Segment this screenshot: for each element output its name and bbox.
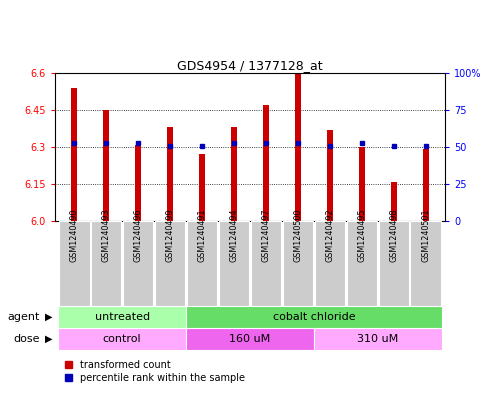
- Text: GSM1240495: GSM1240495: [357, 208, 367, 262]
- Text: GSM1240496: GSM1240496: [134, 208, 142, 262]
- Bar: [59, 221, 89, 306]
- Bar: [58, 306, 186, 328]
- Bar: [423, 149, 429, 221]
- Text: GSM1240498: GSM1240498: [389, 208, 398, 262]
- Bar: [186, 328, 314, 350]
- Legend: transformed count, percentile rank within the sample: transformed count, percentile rank withi…: [65, 360, 245, 383]
- Text: GSM1240493: GSM1240493: [101, 208, 111, 262]
- Text: GSM1240491: GSM1240491: [198, 208, 207, 262]
- Text: ▶: ▶: [45, 312, 53, 322]
- Text: GSM1240497: GSM1240497: [261, 208, 270, 262]
- Bar: [231, 127, 237, 221]
- Text: agent: agent: [8, 312, 40, 322]
- Bar: [314, 221, 345, 306]
- Text: ▶: ▶: [45, 334, 53, 344]
- Bar: [135, 145, 141, 221]
- Bar: [359, 147, 365, 221]
- Bar: [295, 73, 301, 221]
- Bar: [314, 328, 442, 350]
- Bar: [379, 221, 409, 306]
- Bar: [346, 221, 377, 306]
- Bar: [263, 105, 269, 221]
- Bar: [391, 182, 397, 221]
- Text: GSM1240501: GSM1240501: [421, 208, 430, 262]
- Text: control: control: [103, 334, 142, 344]
- Bar: [167, 127, 173, 221]
- Text: 160 uM: 160 uM: [229, 334, 270, 344]
- Bar: [155, 221, 185, 306]
- Text: GSM1240492: GSM1240492: [326, 208, 334, 262]
- Bar: [123, 221, 154, 306]
- Title: GDS4954 / 1377128_at: GDS4954 / 1377128_at: [177, 59, 323, 72]
- Text: GSM1240494: GSM1240494: [229, 208, 239, 262]
- Bar: [58, 328, 186, 350]
- Bar: [187, 221, 217, 306]
- Bar: [283, 221, 313, 306]
- Bar: [327, 130, 333, 221]
- Bar: [71, 88, 77, 221]
- Text: GSM1240499: GSM1240499: [166, 208, 174, 262]
- Bar: [186, 306, 442, 328]
- Bar: [103, 110, 109, 221]
- Bar: [219, 221, 249, 306]
- Text: GSM1240500: GSM1240500: [294, 208, 302, 262]
- Bar: [199, 154, 205, 221]
- Bar: [411, 221, 441, 306]
- Bar: [251, 221, 281, 306]
- Text: 310 uM: 310 uM: [357, 334, 398, 344]
- Text: untreated: untreated: [95, 312, 150, 322]
- Text: cobalt chloride: cobalt chloride: [272, 312, 355, 322]
- Text: dose: dose: [14, 334, 40, 344]
- Bar: [91, 221, 122, 306]
- Text: GSM1240490: GSM1240490: [70, 208, 79, 262]
